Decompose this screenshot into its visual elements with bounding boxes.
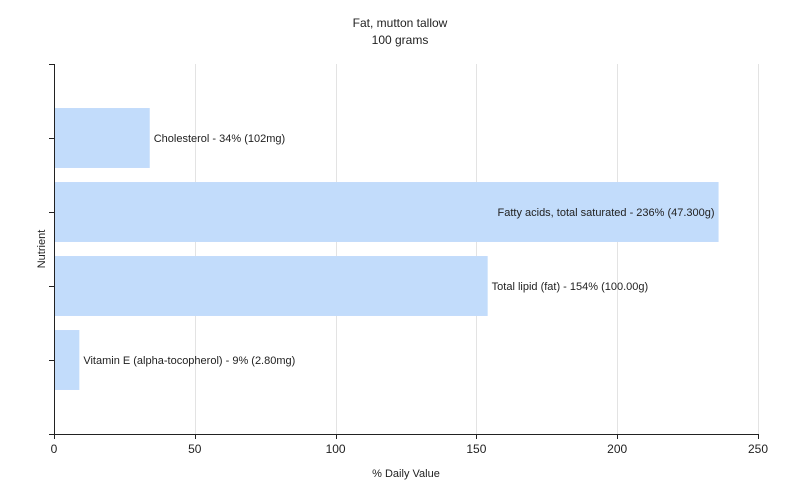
chart-subtitle: 100 grams <box>372 33 429 47</box>
bar-data-label: Cholesterol - 34% (102mg) <box>154 133 285 145</box>
chart-title: Fat, mutton tallow <box>353 16 448 30</box>
bar-data-label: Total lipid (fat) - 154% (100.00g) <box>492 281 649 293</box>
y-axis-label: Nutrient <box>36 230 48 269</box>
x-tick-label: 150 <box>466 442 486 456</box>
bar <box>55 108 150 168</box>
bar <box>55 330 80 390</box>
x-tick-label: 100 <box>326 442 346 456</box>
x-tick-label: 250 <box>748 442 768 456</box>
grid-lines <box>195 64 759 434</box>
x-tick-label: 50 <box>188 442 202 456</box>
bar-data-label: Vitamin E (alpha-tocopherol) - 9% (2.80m… <box>83 355 295 367</box>
axes: 0 50 100 150 200 250 <box>49 64 768 456</box>
bar <box>55 182 719 242</box>
x-tick-label: 200 <box>607 442 627 456</box>
bar <box>55 256 488 316</box>
bar-data-label: Fatty acids, total saturated - 236% (47.… <box>498 207 715 219</box>
x-tick-label: 0 <box>51 442 58 456</box>
bars: Cholesterol - 34% (102mg) Fatty acids, to… <box>55 108 719 390</box>
x-axis-label: % Daily Value <box>372 468 440 480</box>
